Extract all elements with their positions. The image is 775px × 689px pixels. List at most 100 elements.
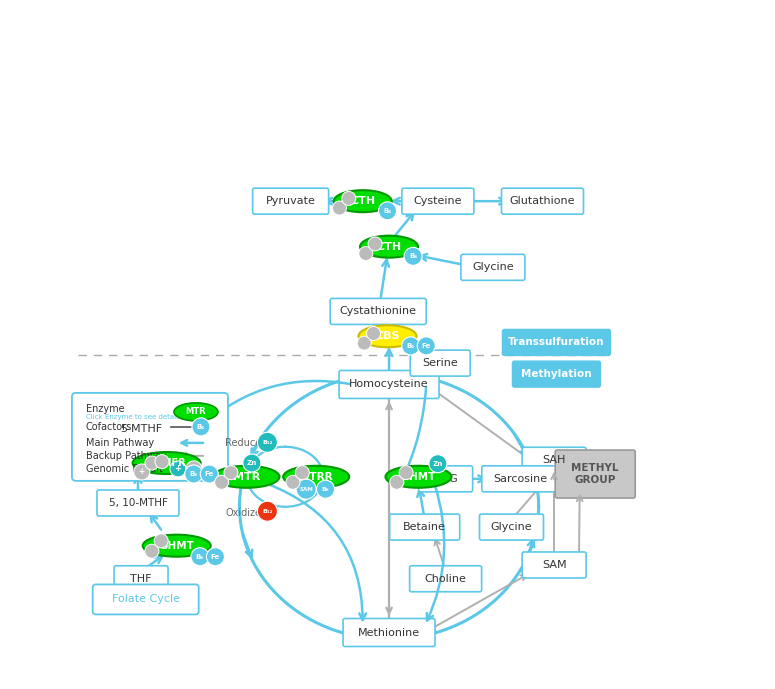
Text: SAH: SAH: [542, 455, 566, 465]
Circle shape: [186, 461, 202, 477]
Text: METHYL
GROUP: METHYL GROUP: [571, 463, 619, 485]
Text: MTHFR: MTHFR: [147, 458, 186, 468]
FancyArrowPatch shape: [385, 324, 391, 331]
Text: B₆: B₆: [322, 486, 329, 492]
Text: Cysteine: Cysteine: [414, 196, 462, 206]
FancyBboxPatch shape: [390, 514, 460, 540]
Circle shape: [399, 466, 413, 480]
Circle shape: [243, 454, 261, 472]
Circle shape: [429, 455, 447, 473]
Ellipse shape: [359, 325, 416, 347]
FancyArrowPatch shape: [415, 348, 425, 361]
FancyBboxPatch shape: [480, 514, 543, 540]
Text: SAM: SAM: [299, 486, 313, 492]
FancyArrowPatch shape: [513, 471, 553, 517]
Ellipse shape: [360, 236, 418, 258]
FancyArrowPatch shape: [468, 475, 485, 482]
Text: BHMT: BHMT: [401, 472, 436, 482]
Text: Glycine: Glycine: [491, 522, 532, 532]
Text: Sarcosine: Sarcosine: [494, 474, 548, 484]
Text: B₆: B₆: [190, 471, 198, 477]
Circle shape: [224, 466, 238, 480]
FancyBboxPatch shape: [522, 552, 586, 578]
Text: Zn: Zn: [432, 461, 443, 466]
FancyBboxPatch shape: [72, 393, 228, 481]
Text: DMG: DMG: [432, 474, 459, 484]
FancyArrowPatch shape: [553, 478, 575, 484]
Circle shape: [316, 480, 335, 498]
FancyBboxPatch shape: [410, 566, 481, 592]
Text: Pyruvate: Pyruvate: [266, 196, 315, 206]
FancyArrowPatch shape: [386, 349, 392, 374]
FancyArrowPatch shape: [435, 539, 445, 568]
FancyArrowPatch shape: [135, 476, 141, 493]
Text: Enzyme: Enzyme: [86, 404, 125, 414]
FancyArrowPatch shape: [430, 387, 529, 459]
Text: Oxidized: Oxidized: [226, 508, 267, 518]
Ellipse shape: [133, 452, 201, 474]
FancyBboxPatch shape: [461, 254, 525, 280]
FancyBboxPatch shape: [93, 584, 198, 615]
Text: B₁₂: B₁₂: [262, 508, 273, 514]
FancyArrowPatch shape: [470, 198, 506, 205]
Circle shape: [184, 465, 203, 483]
Circle shape: [257, 501, 277, 522]
FancyBboxPatch shape: [502, 329, 611, 356]
Circle shape: [200, 465, 219, 483]
Text: Glutathione: Glutathione: [510, 196, 575, 206]
Text: B₆: B₆: [384, 208, 391, 214]
Text: Click Enzyme to see details.: Click Enzyme to see details.: [86, 414, 184, 420]
Circle shape: [206, 548, 225, 566]
FancyBboxPatch shape: [114, 566, 168, 592]
Ellipse shape: [174, 403, 218, 421]
FancyArrowPatch shape: [420, 254, 474, 267]
Circle shape: [192, 418, 210, 436]
Circle shape: [401, 337, 420, 355]
Text: Fe: Fe: [205, 471, 214, 477]
Circle shape: [155, 455, 169, 469]
FancyArrowPatch shape: [381, 260, 389, 301]
Text: CTH: CTH: [377, 242, 401, 251]
Text: SAM: SAM: [542, 560, 567, 570]
Circle shape: [170, 461, 186, 477]
Circle shape: [286, 475, 300, 489]
Text: −: −: [191, 464, 198, 473]
FancyBboxPatch shape: [343, 619, 435, 646]
FancyBboxPatch shape: [402, 188, 474, 214]
Text: CBS: CBS: [375, 331, 400, 341]
Text: B₆: B₆: [196, 554, 204, 559]
Circle shape: [359, 247, 373, 260]
Text: +: +: [174, 464, 181, 473]
Text: 5-MTHF: 5-MTHF: [120, 424, 162, 433]
FancyArrowPatch shape: [143, 557, 162, 570]
FancyBboxPatch shape: [482, 466, 560, 492]
Circle shape: [390, 475, 404, 489]
Text: Transsulfuration: Transsulfuration: [508, 338, 604, 347]
Text: Serine: Serine: [422, 358, 458, 368]
FancyBboxPatch shape: [512, 361, 601, 387]
Circle shape: [257, 432, 277, 453]
Text: B₁₂: B₁₂: [262, 440, 273, 445]
Ellipse shape: [334, 190, 391, 212]
Text: Cystathionine: Cystathionine: [339, 307, 417, 316]
Ellipse shape: [283, 466, 350, 488]
Circle shape: [215, 475, 229, 489]
Text: Homocysteine: Homocysteine: [350, 380, 429, 389]
Text: Genomic Result: Genomic Result: [86, 464, 163, 474]
Circle shape: [154, 534, 168, 548]
Text: SHMT: SHMT: [160, 541, 194, 551]
FancyArrowPatch shape: [394, 213, 413, 237]
Circle shape: [332, 201, 346, 215]
Text: CTH: CTH: [350, 196, 375, 206]
FancyBboxPatch shape: [418, 466, 473, 492]
Text: Choline: Choline: [425, 574, 467, 584]
FancyBboxPatch shape: [501, 188, 584, 214]
Ellipse shape: [143, 535, 211, 557]
Circle shape: [357, 336, 371, 350]
Text: B₆: B₆: [197, 424, 205, 430]
FancyArrowPatch shape: [326, 198, 336, 205]
Ellipse shape: [213, 466, 280, 488]
Text: B₆: B₆: [407, 343, 415, 349]
Text: THF: THF: [130, 574, 152, 584]
FancyBboxPatch shape: [107, 415, 175, 442]
